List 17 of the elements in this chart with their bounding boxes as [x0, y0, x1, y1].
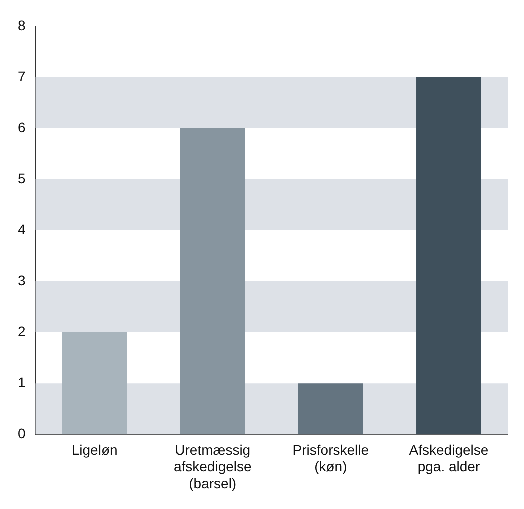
x-tick-label: Uretmæssig afskedigelse (barsel) — [174, 442, 252, 492]
y-tick-label: 1 — [18, 374, 26, 390]
x-tick-label: Prisforskelle (køn) — [292, 442, 370, 475]
y-tick-label: 0 — [18, 425, 26, 442]
bar — [298, 384, 364, 435]
y-tick-label: 8 — [18, 17, 26, 34]
y-tick-label: 3 — [18, 272, 26, 288]
y-tick-label: 5 — [18, 170, 26, 186]
bar — [416, 77, 482, 435]
bar — [180, 128, 246, 435]
bar — [62, 332, 128, 435]
x-tick-label: Ligeløn — [72, 442, 118, 458]
y-tick-label: 4 — [18, 221, 26, 238]
y-tick-label: 6 — [18, 119, 26, 136]
y-tick-label: 7 — [18, 68, 26, 84]
x-tick-label: Afskedigelse pga. alder — [409, 442, 489, 475]
y-tick-label: 2 — [18, 323, 26, 340]
